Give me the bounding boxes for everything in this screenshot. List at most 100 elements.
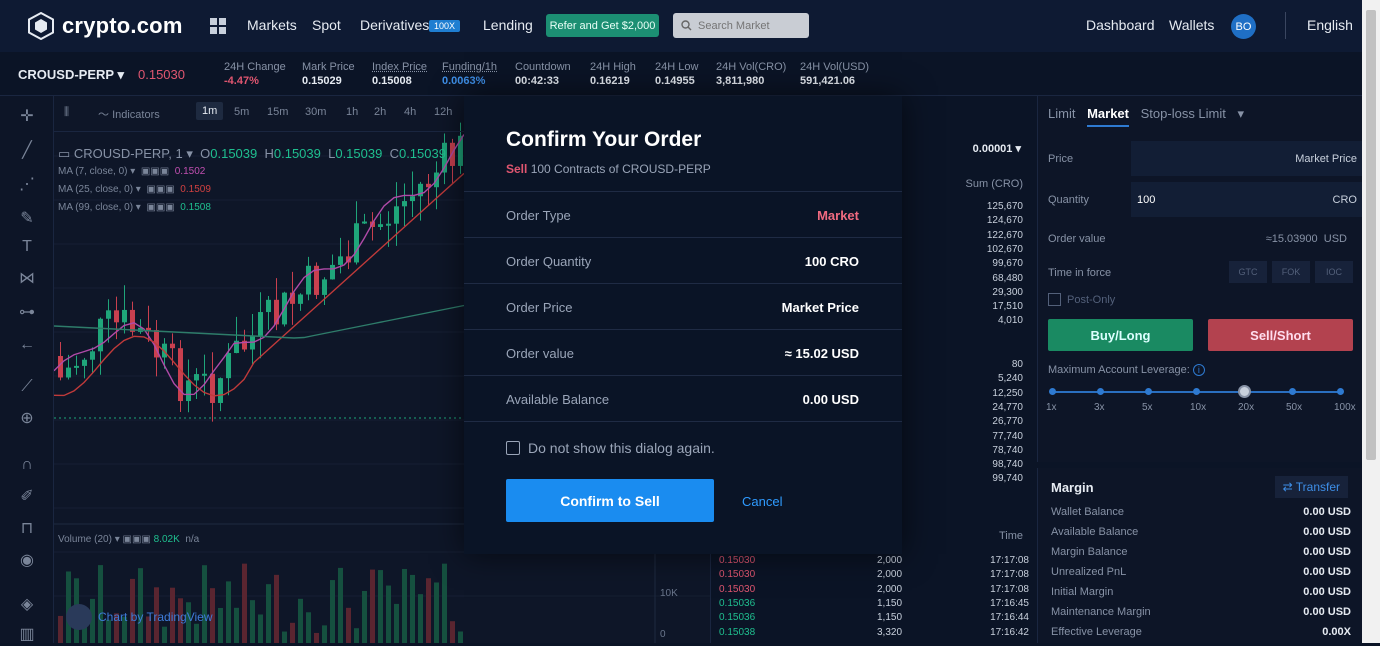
symbol-selector[interactable]: CROUSD-PERP ▾ <box>18 67 124 82</box>
ticker-stat: 24H Change -4.47% <box>224 61 286 87</box>
leverage-mark-label: 10x <box>1190 402 1207 413</box>
divider <box>464 283 902 284</box>
interval-1h[interactable]: 1h <box>346 106 359 118</box>
zoom-icon[interactable]: ⊕ <box>20 410 34 427</box>
nav-dashboard[interactable]: Dashboard <box>1086 17 1155 33</box>
leverage-stop[interactable] <box>1145 388 1152 395</box>
leverage-mark-label: 20x <box>1238 402 1255 413</box>
avatar[interactable]: BO <box>1231 14 1256 39</box>
time-header: Time <box>998 530 1023 542</box>
tab-limit[interactable]: Limit <box>1048 106 1076 121</box>
back-arrow-icon[interactable]: ← <box>19 336 35 353</box>
layers-icon[interactable]: ◈ <box>20 596 34 613</box>
refer-button[interactable]: Refer and Get $2,000 <box>546 14 659 37</box>
post-only-checkbox[interactable]: Post-Only <box>1048 293 1353 306</box>
magnet-icon[interactable]: ∩ <box>21 456 33 473</box>
ma-legend-row: MA (99, close, 0) ▾ ▣▣▣ 0.1508 <box>58 202 211 213</box>
buy-long-button[interactable]: Buy/Long <box>1048 319 1193 351</box>
derivatives-badge: 100X <box>429 20 461 32</box>
info-icon[interactable]: i <box>1192 364 1205 376</box>
leverage-mark-label: 50x <box>1286 402 1303 413</box>
nav-derivatives[interactable]: Derivatives <box>360 17 430 33</box>
apps-grid-icon[interactable] <box>210 18 226 34</box>
tif-fok[interactable]: FOK <box>1272 261 1310 283</box>
cancel-button[interactable]: Cancel <box>742 494 783 509</box>
fib-icon[interactable]: ⋰ <box>19 176 35 193</box>
confirm-sell-button[interactable]: Confirm to Sell <box>506 479 714 522</box>
indicators-button[interactable]: 〜 Indicators <box>98 109 160 121</box>
tif-gtc[interactable]: GTC <box>1229 261 1267 283</box>
brush-icon[interactable]: ✎ <box>20 210 34 227</box>
leverage-mark-label: 100x <box>1334 402 1356 413</box>
divider <box>464 329 902 330</box>
tab-stop-loss[interactable]: Stop-loss Limit ▾ <box>1140 106 1245 121</box>
tif-ioc[interactable]: IOC <box>1315 261 1353 283</box>
bid-sum: 99,740 <box>992 473 1023 485</box>
language-selector[interactable]: English <box>1307 17 1353 33</box>
bid-sum: 78,740 <box>992 444 1023 456</box>
interval-12h[interactable]: 12h <box>434 106 453 118</box>
tif-label: Time in force <box>1048 267 1112 279</box>
ruler-icon[interactable]: ⟋ <box>21 378 33 395</box>
interval-2h[interactable]: 2h <box>374 106 387 118</box>
sum-header: Sum (CRO) <box>965 178 1023 190</box>
order-value-label: Order value <box>1048 233 1106 245</box>
interval-5m[interactable]: 5m <box>234 106 250 118</box>
candle-type-icon[interactable]: ⫼ <box>64 106 70 118</box>
leverage-stop[interactable] <box>1097 388 1104 395</box>
text-tool-icon[interactable]: T <box>22 238 32 255</box>
nav-spot[interactable]: Spot <box>312 17 341 33</box>
leverage-handle[interactable] <box>1238 385 1251 398</box>
order-summary-row: Order Type Market <box>506 208 859 223</box>
ticker-stat: Index Price 0.15008 <box>372 61 428 87</box>
logo[interactable]: crypto.com <box>28 12 183 40</box>
ask-sum: 124,670 <box>986 215 1023 227</box>
trash-icon[interactable]: ▥ <box>19 626 35 643</box>
ask-sum: 99,670 <box>992 258 1023 270</box>
dialog-title: Confirm Your Order <box>506 128 702 151</box>
order-tabs: Limit Market Stop-loss Limit ▾ <box>1048 106 1252 127</box>
ticker-stat: Funding/1h 0.0063% <box>442 61 498 87</box>
interval-4h[interactable]: 4h <box>404 106 417 118</box>
dont-show-checkbox[interactable]: Do not show this dialog again. <box>506 440 715 456</box>
trendline-icon[interactable]: ╱ <box>22 142 32 159</box>
ma-legend-row: MA (7, close, 0) ▾ ▣▣▣ 0.1502 <box>58 166 206 177</box>
ticker-stat: Countdown 00:42:33 <box>515 61 571 87</box>
margin-row: Effective Leverage 0.00X <box>1051 626 1351 638</box>
pattern-icon[interactable]: ⋈ <box>19 270 35 287</box>
crosshair-icon[interactable]: ✛ <box>20 108 34 125</box>
nav-markets[interactable]: Markets <box>247 17 297 33</box>
interval-15m[interactable]: 15m <box>267 106 289 118</box>
lock-icon[interactable]: ⊓ <box>20 520 34 537</box>
transfer-button[interactable]: ⇄ Transfer <box>1274 476 1348 498</box>
interval-1m[interactable]: 1m <box>196 102 224 120</box>
leverage-stop[interactable] <box>1289 388 1296 395</box>
margin-row: Unrealized PnL 0.00 USD <box>1051 566 1351 578</box>
search-input[interactable] <box>698 19 798 32</box>
measure-icon[interactable]: ⊶ <box>19 304 35 321</box>
bid-sum: 26,770 <box>992 416 1023 428</box>
search-box[interactable] <box>673 13 809 38</box>
ask-sum: 125,670 <box>986 201 1023 212</box>
lock-draw-icon[interactable]: ✐ <box>20 488 34 505</box>
order-panel: Limit Market Stop-loss Limit ▾ Price Mar… <box>1037 96 1363 462</box>
logo-text: crypto.com <box>62 13 183 38</box>
scrollbar[interactable] <box>1362 0 1380 643</box>
price-field[interactable]: Market Price <box>1131 141 1363 176</box>
bid-sum: 98,740 <box>992 459 1023 471</box>
quantity-field[interactable]: 100 CRO <box>1131 182 1363 217</box>
search-icon <box>681 20 692 31</box>
leverage-stop[interactable] <box>1049 388 1056 395</box>
eye-icon[interactable]: ◉ <box>20 552 34 569</box>
leverage-stop[interactable] <box>1193 388 1200 395</box>
precision-selector[interactable]: 0.00001 ▾ <box>972 143 1021 155</box>
tab-market[interactable]: Market <box>1087 106 1129 127</box>
margin-row: Margin Balance 0.00 USD <box>1051 546 1351 558</box>
nav-wallets[interactable]: Wallets <box>1169 17 1215 33</box>
interval-30m[interactable]: 30m <box>305 106 327 118</box>
leverage-mark-label: 5x <box>1142 402 1153 413</box>
sell-short-button[interactable]: Sell/Short <box>1208 319 1353 351</box>
tradingview-watermark[interactable]: Chart by TradingView <box>66 604 213 630</box>
nav-lending[interactable]: Lending <box>483 17 533 33</box>
leverage-stop[interactable] <box>1337 388 1344 395</box>
